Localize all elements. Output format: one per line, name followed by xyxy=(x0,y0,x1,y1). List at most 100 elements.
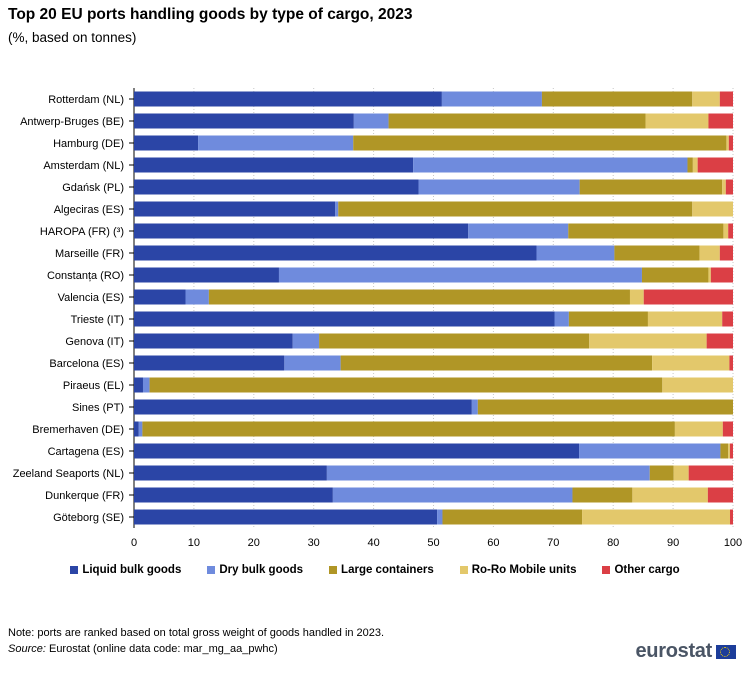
legend-label: Liquid bulk goods xyxy=(82,564,182,576)
bar-segment xyxy=(338,201,693,217)
stacked-bar-chart: 0 10 20 30 40 50 60 70 80 90 100 Rotterdam (NL) Antw… xyxy=(13,88,742,549)
bar-segment xyxy=(722,311,733,327)
bar-segment xyxy=(134,245,537,261)
category-label: Piraeus (EL) xyxy=(63,380,124,392)
category-label: Dunkerque (FR) xyxy=(45,490,124,502)
bar-segment xyxy=(568,311,648,327)
eurostat-logo: eurostat xyxy=(635,640,736,663)
bar-segment xyxy=(726,135,729,151)
bar-segment xyxy=(319,333,590,349)
bar-segment xyxy=(142,377,150,393)
bar-segment xyxy=(413,157,688,173)
x-tick-label: 100 xyxy=(724,537,742,549)
bar-segment xyxy=(149,377,663,393)
category-label: Barcelona (ES) xyxy=(49,358,124,370)
bar-segment xyxy=(708,267,711,283)
bar-segment xyxy=(353,135,727,151)
source-text: Eurostat (online data code: mar_mg_aa_pw… xyxy=(45,643,278,655)
bar-segment xyxy=(582,509,731,525)
category-label: Valencia (ES) xyxy=(58,292,124,304)
category-label: Algeciras (ES) xyxy=(54,204,124,216)
bar-segment xyxy=(134,443,580,459)
bar-segment xyxy=(692,201,733,217)
bar-segment xyxy=(692,91,720,107)
bar-segment xyxy=(340,355,653,371)
legend-label: Dry bulk goods xyxy=(219,564,304,576)
x-tick-label: 0 xyxy=(131,537,137,549)
bar-segment xyxy=(673,465,689,481)
x-tick-label: 60 xyxy=(487,537,499,549)
bar-segment xyxy=(632,487,708,503)
legend-label: Ro-Ro Mobile units xyxy=(471,564,577,576)
bar-segment xyxy=(641,267,709,283)
x-tick-label: 20 xyxy=(248,537,260,549)
legend-item: Large containers xyxy=(329,564,434,576)
bar-segment xyxy=(134,223,469,239)
bar-segment xyxy=(662,377,733,393)
bar-segment xyxy=(284,355,341,371)
bar-segment xyxy=(134,157,414,173)
legend-label: Large containers xyxy=(341,564,434,576)
bar-segment xyxy=(729,355,733,371)
bar-segment xyxy=(710,267,733,283)
bar-segment xyxy=(536,245,615,261)
category-label: Constanța (RO) xyxy=(47,270,124,282)
bar-segment xyxy=(722,421,733,437)
bar-segment xyxy=(579,443,721,459)
source-label: Source: xyxy=(8,643,46,655)
bar-segment xyxy=(134,377,143,393)
eurostat-logo-text: eurostat xyxy=(635,640,712,662)
bar-segment xyxy=(142,421,675,437)
source-line: Source: Eurostat (online data code: mar_… xyxy=(8,643,278,655)
category-label: Antwerp-Bruges (BE) xyxy=(20,116,124,128)
bar-segment xyxy=(723,223,729,239)
chart-title: Top 20 EU ports handling goods by type o… xyxy=(8,6,413,23)
chart-legend: Liquid bulk goods Dry bulk goods Large con… xyxy=(0,564,750,576)
bar-segment xyxy=(629,289,644,305)
legend-item: Liquid bulk goods xyxy=(70,564,181,576)
bar-segment xyxy=(728,443,731,459)
bar-segment xyxy=(134,91,442,107)
bar-segment xyxy=(719,245,733,261)
x-tick-label: 50 xyxy=(427,537,439,549)
bar-segment xyxy=(614,245,700,261)
bar-segment xyxy=(699,245,720,261)
bar-segment xyxy=(720,443,729,459)
bar-segment xyxy=(138,421,143,437)
category-label: Bremerhaven (DE) xyxy=(32,424,124,436)
bar-segment xyxy=(589,333,707,349)
bar-segment xyxy=(185,289,209,305)
bar-segment xyxy=(692,157,698,173)
bar-segment xyxy=(278,267,642,283)
category-label: Zeeland Seaports (NL) xyxy=(13,468,124,480)
bar-segment xyxy=(134,333,293,349)
bar-segment xyxy=(568,223,724,239)
legend-item: Ro-Ro Mobile units xyxy=(459,564,577,576)
x-tick-label: 30 xyxy=(308,537,320,549)
bar-segment xyxy=(134,113,354,129)
bar-segment xyxy=(353,113,389,129)
bar-segment xyxy=(652,355,730,371)
x-tick-label: 70 xyxy=(547,537,559,549)
legend-swatch xyxy=(602,566,611,574)
bar-segment xyxy=(134,135,199,151)
bar-segment xyxy=(728,223,733,239)
category-label: Rotterdam (NL) xyxy=(48,94,124,106)
legend-swatch xyxy=(459,566,468,574)
bar-segment xyxy=(326,465,650,481)
bar-segment xyxy=(722,179,726,195)
legend-label: Other cargo xyxy=(614,564,680,576)
bar-segment xyxy=(730,443,733,459)
legend-swatch xyxy=(329,566,338,574)
category-label: Trieste (IT) xyxy=(71,314,124,326)
category-label: Amsterdam (NL) xyxy=(43,160,124,172)
bar-segment xyxy=(730,509,733,525)
bar-segment xyxy=(134,179,419,195)
bar-segment xyxy=(198,135,354,151)
bar-segment xyxy=(442,509,583,525)
footnote: Note: ports are ranked based on total gr… xyxy=(8,627,385,639)
bar-segment xyxy=(471,399,478,415)
bar-segment xyxy=(645,113,709,129)
x-tick-label: 10 xyxy=(188,537,200,549)
bar-segment xyxy=(134,509,438,525)
